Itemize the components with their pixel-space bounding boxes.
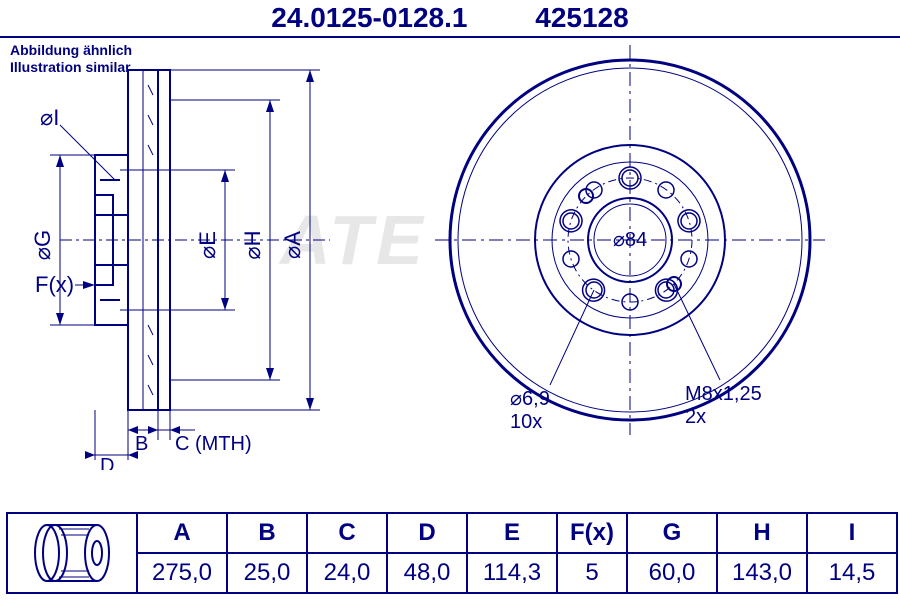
- label-D: D: [100, 455, 114, 470]
- label-hole-2b: 2x: [685, 406, 706, 428]
- dimension-table: ABCDEF(x)GHI 275,025,024,048,0114,3560,0…: [6, 512, 898, 594]
- table-col-header: A: [137, 513, 227, 553]
- label-diam-E: ⌀E: [195, 231, 220, 259]
- front-view: ⌀84 ⌀6,9 10x M8x1,25 2x: [435, 45, 825, 435]
- table-col-header: H: [717, 513, 807, 553]
- alt-number: 425128: [535, 2, 628, 33]
- label-hole-1b: 10x: [510, 411, 542, 433]
- table-value-cell: 114,3: [467, 553, 557, 593]
- side-view: ⌀A ⌀H ⌀E ⌀G ⌀I F(x): [30, 70, 330, 470]
- table-col-header: I: [807, 513, 897, 553]
- table-col-header: C: [307, 513, 387, 553]
- label-C: C (MTH): [175, 433, 252, 455]
- label-hole-1: ⌀6,9: [510, 388, 550, 410]
- table-value-cell: 24,0: [307, 553, 387, 593]
- label-diam-H: ⌀H: [240, 230, 265, 259]
- table-value-cell: 25,0: [227, 553, 307, 593]
- label-diam-G: ⌀G: [30, 230, 55, 260]
- label-F: F(x): [35, 272, 74, 297]
- technical-drawing: ⌀A ⌀H ⌀E ⌀G ⌀I F(x): [0, 40, 900, 470]
- label-diam-A: ⌀A: [280, 231, 305, 259]
- table-col-header: B: [227, 513, 307, 553]
- table-header-row: ABCDEF(x)GHI: [7, 513, 897, 553]
- header-bar: 24.0125-0128.1 425128: [0, 2, 900, 38]
- table-value-cell: 48,0: [387, 553, 467, 593]
- label-center-bore: ⌀84: [613, 229, 647, 251]
- table-value-cell: 60,0: [627, 553, 717, 593]
- table-value-cell: 5: [557, 553, 627, 593]
- thumbnail-cell: [7, 513, 137, 593]
- label-diam-I: ⌀I: [40, 105, 59, 130]
- thumbnail-icon: [17, 519, 127, 587]
- drawing-svg: ⌀A ⌀H ⌀E ⌀G ⌀I F(x): [0, 40, 900, 470]
- part-number: 24.0125-0128.1: [271, 2, 467, 33]
- table-col-header: D: [387, 513, 467, 553]
- table-value-cell: 14,5: [807, 553, 897, 593]
- table-col-header: E: [467, 513, 557, 553]
- label-hole-2: M8x1,25: [685, 383, 762, 405]
- table-value-cell: 143,0: [717, 553, 807, 593]
- table-col-header: F(x): [557, 513, 627, 553]
- table-value-cell: 275,0: [137, 553, 227, 593]
- table-col-header: G: [627, 513, 717, 553]
